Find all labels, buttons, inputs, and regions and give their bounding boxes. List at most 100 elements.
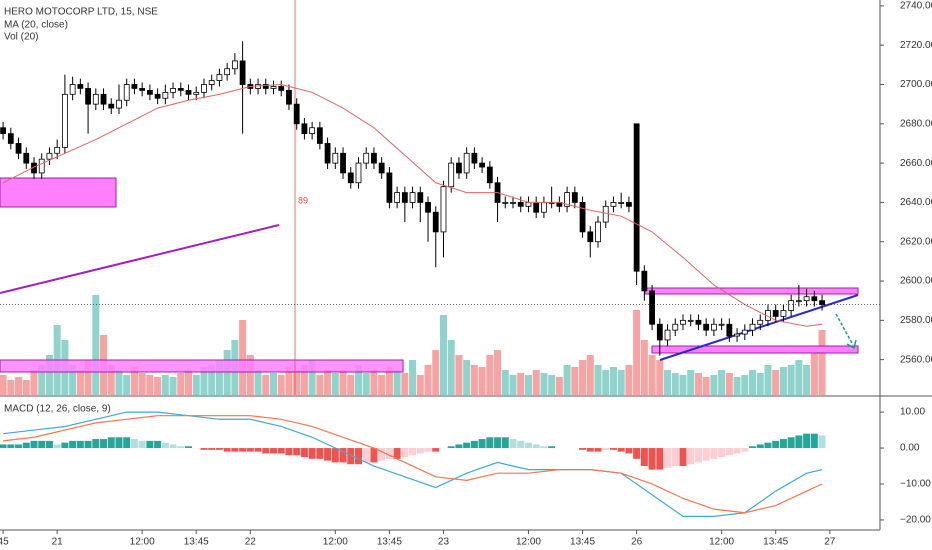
volume-bar	[239, 320, 247, 395]
macd-histogram-bar	[316, 448, 324, 459]
candle-body	[587, 231, 594, 243]
macd-histogram-bar	[177, 446, 185, 449]
price-layer	[0, 41, 880, 356]
volume-bar	[633, 310, 641, 395]
macd-histogram-bar	[586, 448, 594, 452]
x-tick-label: 23	[438, 537, 450, 548]
macd-histogram-bar	[200, 448, 208, 450]
macd-histogram-bar	[579, 448, 587, 450]
candle-body	[502, 202, 509, 204]
candle-body	[571, 192, 578, 203]
macd-histogram-bar	[432, 448, 440, 452]
candle-body	[664, 329, 671, 341]
candle-body	[448, 162, 455, 188]
volume-bar	[687, 370, 695, 395]
candle-body	[533, 202, 540, 213]
volume-bar	[818, 330, 826, 395]
drawn-box	[644, 287, 859, 295]
macd-histogram-bar	[424, 448, 432, 452]
x-tick-label: 12:00	[323, 537, 348, 548]
candle-body	[417, 192, 424, 203]
macd-histogram-bar	[84, 440, 92, 449]
pane-title: MACD (12, 26, close, 9)	[4, 404, 111, 415]
macd-histogram-bar	[161, 442, 169, 449]
candle-body	[15, 143, 22, 154]
volume-bar	[0, 375, 7, 395]
macd-histogram-bar	[246, 448, 254, 452]
candle-body	[77, 84, 84, 89]
volume-bar	[602, 370, 610, 395]
macd-histogram-bar	[617, 448, 625, 452]
macd-histogram-bar	[772, 440, 780, 449]
macd-histogram-bar	[277, 448, 285, 454]
candle-body	[510, 202, 516, 204]
candle-body	[231, 60, 238, 70]
candle-body	[262, 84, 269, 89]
candle-body	[471, 152, 478, 164]
legend-entry: Vol (20)	[4, 32, 38, 43]
x-tick-label: 27	[824, 537, 836, 548]
legend-entry: MA (20, close)	[4, 20, 68, 31]
volume-bar	[470, 365, 478, 395]
volume-bar	[177, 373, 185, 395]
volume-bar	[293, 370, 301, 395]
candle-body	[541, 202, 547, 213]
macd-histogram-bar	[0, 444, 7, 449]
chart-title: HERO MOTOCORP LTD, 15, NSE	[4, 7, 158, 18]
macd-histogram-bar	[7, 444, 15, 449]
candle-body	[734, 333, 740, 337]
candle-body	[378, 162, 385, 174]
volume-bar	[463, 360, 471, 395]
macd-histogram-bar	[270, 448, 278, 454]
macd-histogram-bar	[625, 448, 633, 454]
volume-bar	[215, 360, 223, 395]
candle-body	[116, 99, 122, 109]
ma-line	[2, 83, 823, 327]
volume-bar	[432, 350, 440, 395]
candle-body	[23, 152, 30, 164]
volume-bar	[779, 367, 787, 395]
volume-bar	[76, 370, 84, 395]
volume-bar	[69, 365, 77, 395]
candle-body	[208, 80, 215, 85]
candle-body	[803, 296, 810, 302]
volume-bar	[339, 370, 347, 395]
volume-bar	[586, 355, 594, 395]
candle-body	[579, 202, 586, 233]
candle-body	[7, 133, 14, 144]
candle-body	[602, 205, 609, 223]
volume-bar	[679, 375, 687, 395]
volume-bar	[208, 365, 216, 395]
volume-bar	[15, 377, 23, 395]
volume-bar	[594, 365, 602, 395]
volume-bar	[107, 365, 115, 395]
candle-body	[425, 202, 431, 213]
macd-histogram-bar	[107, 437, 115, 449]
candle-body	[286, 89, 292, 105]
x-tick-label: 13:45	[377, 537, 402, 548]
volume-bar	[671, 373, 679, 395]
volume-bar	[300, 365, 308, 395]
candle-body	[795, 300, 802, 303]
x-tick-label: 26	[631, 537, 643, 548]
macd-histogram-bar	[100, 439, 108, 449]
macd-histogram-bar	[324, 448, 332, 461]
macd-histogram-bar	[609, 448, 617, 450]
volume-bar	[664, 370, 672, 395]
macd-histogram-bar	[215, 448, 223, 450]
candle-body	[293, 103, 300, 125]
volume-bar	[123, 375, 131, 395]
y-tick-label: 2720.00	[900, 40, 932, 51]
macd-histogram-bar	[239, 448, 247, 452]
candle-body	[633, 123, 640, 272]
candle-body	[224, 68, 231, 76]
candle-body	[741, 329, 748, 335]
candle-body	[440, 186, 447, 233]
macd-histogram-bar	[540, 446, 548, 449]
macd-histogram-bar	[656, 448, 664, 470]
y-tick-label: 2620.00	[900, 236, 932, 247]
volume-bar	[517, 373, 525, 395]
volume-bar	[656, 360, 664, 395]
candle-body	[757, 319, 764, 325]
volume-bar	[378, 375, 386, 395]
